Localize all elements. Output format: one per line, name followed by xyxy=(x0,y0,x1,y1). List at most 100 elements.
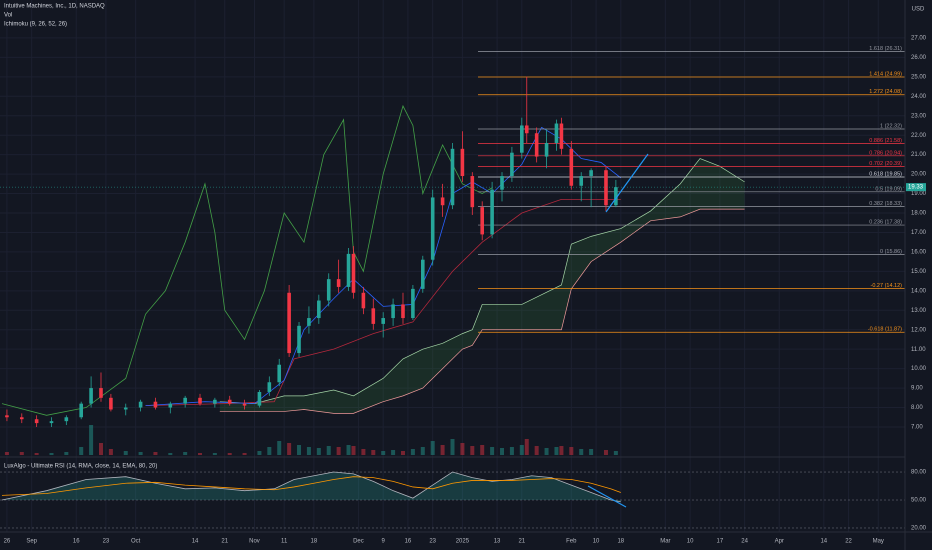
candle-body xyxy=(19,417,24,420)
y-tick-label: 10.00 xyxy=(911,366,927,372)
candle-body xyxy=(500,176,504,190)
x-tick-label: May xyxy=(873,539,884,545)
volume-bar xyxy=(242,453,247,455)
x-tick-label: 10 xyxy=(687,539,694,545)
candle-body xyxy=(510,152,514,177)
fib-label: 1.414 (24.99) xyxy=(869,71,902,77)
x-tick-label: Oct xyxy=(131,539,141,545)
volume-bar xyxy=(108,449,113,455)
x-tick-label: 10 xyxy=(593,539,600,545)
volume-bar xyxy=(524,439,529,455)
candle-body xyxy=(371,308,376,324)
volume-bar xyxy=(554,447,559,455)
candle-body xyxy=(79,403,83,418)
candle-body xyxy=(297,325,301,354)
volume-bar xyxy=(277,441,282,455)
volume-bar xyxy=(123,451,128,455)
rsi-title: LuxAlgo - Ultimate RSI (14, RMA, close, … xyxy=(4,464,157,470)
fib-label: 1.618 (26.31) xyxy=(869,46,902,52)
volume-bar xyxy=(257,451,262,455)
volume-bar xyxy=(267,447,272,455)
y-tick-label: 24.00 xyxy=(911,94,927,100)
volume-bar xyxy=(168,453,173,455)
volume-bar xyxy=(19,452,24,455)
volume-bar xyxy=(440,445,445,455)
x-tick-label: Apr xyxy=(775,539,784,545)
candle-body xyxy=(544,142,549,157)
candle-body xyxy=(460,148,465,177)
candle-body xyxy=(569,148,574,186)
candle-body xyxy=(64,417,69,422)
ichimoku-cloud xyxy=(219,158,745,414)
candle-body xyxy=(49,421,54,424)
y-tick-label: 22.00 xyxy=(911,133,927,139)
volume-bar xyxy=(420,447,425,455)
candle-body xyxy=(524,125,529,134)
y-tick-label: 17.00 xyxy=(911,230,927,236)
candle-body xyxy=(559,123,564,149)
candle-body xyxy=(198,397,202,404)
rsi-trend-line xyxy=(587,485,627,508)
x-tick-label: 23 xyxy=(103,539,110,545)
x-tick-label: 13 xyxy=(494,539,501,545)
x-tick-label: 18 xyxy=(311,539,318,545)
candle-body xyxy=(381,318,385,324)
volume-bar xyxy=(198,453,203,455)
last-price-box xyxy=(906,183,926,192)
x-tick-label: 17 xyxy=(716,539,723,545)
candle-body xyxy=(346,253,351,287)
x-tick-label: 21 xyxy=(221,539,228,545)
candle-body xyxy=(490,189,494,235)
candle-body xyxy=(5,415,9,418)
candle-body xyxy=(277,364,282,383)
candle-body xyxy=(420,259,425,289)
candle-body xyxy=(336,279,341,287)
volume-bar xyxy=(64,452,69,455)
candle-body xyxy=(351,253,356,293)
fib-label: 0.702 (20.39) xyxy=(869,161,902,167)
y-tick-label: 25.00 xyxy=(911,74,927,80)
candle-body xyxy=(391,304,395,319)
volume-bar xyxy=(212,453,217,455)
volume-bar xyxy=(316,448,321,455)
volume-bar xyxy=(138,452,143,455)
volume-bar xyxy=(430,441,435,455)
volume-bar xyxy=(391,450,396,455)
candle-body xyxy=(317,300,321,319)
x-tick-label: 14 xyxy=(192,539,199,545)
x-tick-label: Nov xyxy=(249,539,260,545)
volume-bar xyxy=(603,450,608,455)
symbol-title: Intuitive Machines, Inc., 1D, NASDAQ xyxy=(4,4,105,10)
rsi-tick-label: 50.00 xyxy=(911,498,927,504)
candle-body xyxy=(480,207,485,235)
x-tick-label: 2025 xyxy=(456,539,470,545)
volume-bar xyxy=(34,453,39,455)
volume-bar xyxy=(4,452,9,455)
x-tick-label: Sep xyxy=(26,539,37,545)
candle-body xyxy=(554,123,559,143)
candle-body xyxy=(34,419,39,424)
y-tick-label: 11.00 xyxy=(911,347,926,353)
volume-bar xyxy=(579,449,584,455)
candle-body xyxy=(138,401,143,408)
volume-bar xyxy=(509,447,514,455)
cloud-lower xyxy=(219,208,745,414)
y-tick-label: 23.00 xyxy=(911,113,927,119)
y-tick-label: 18.00 xyxy=(911,211,927,217)
candle-body xyxy=(470,176,475,208)
candle-body xyxy=(401,304,405,319)
fib-label: 0.786 (20.94) xyxy=(869,150,902,156)
y-tick-label: 27.00 xyxy=(911,36,927,42)
volume-bar xyxy=(519,445,524,455)
grid xyxy=(0,0,905,532)
volume-bar xyxy=(49,453,54,455)
x-tick-label: 23 xyxy=(429,539,436,545)
volume-bar xyxy=(460,443,465,455)
x-tick-label: 24 xyxy=(741,539,748,545)
candle-body xyxy=(109,397,113,410)
lagging-line xyxy=(1,104,493,416)
y-tick-label: 20.00 xyxy=(911,172,927,178)
x-tick-label: 16 xyxy=(73,539,80,545)
